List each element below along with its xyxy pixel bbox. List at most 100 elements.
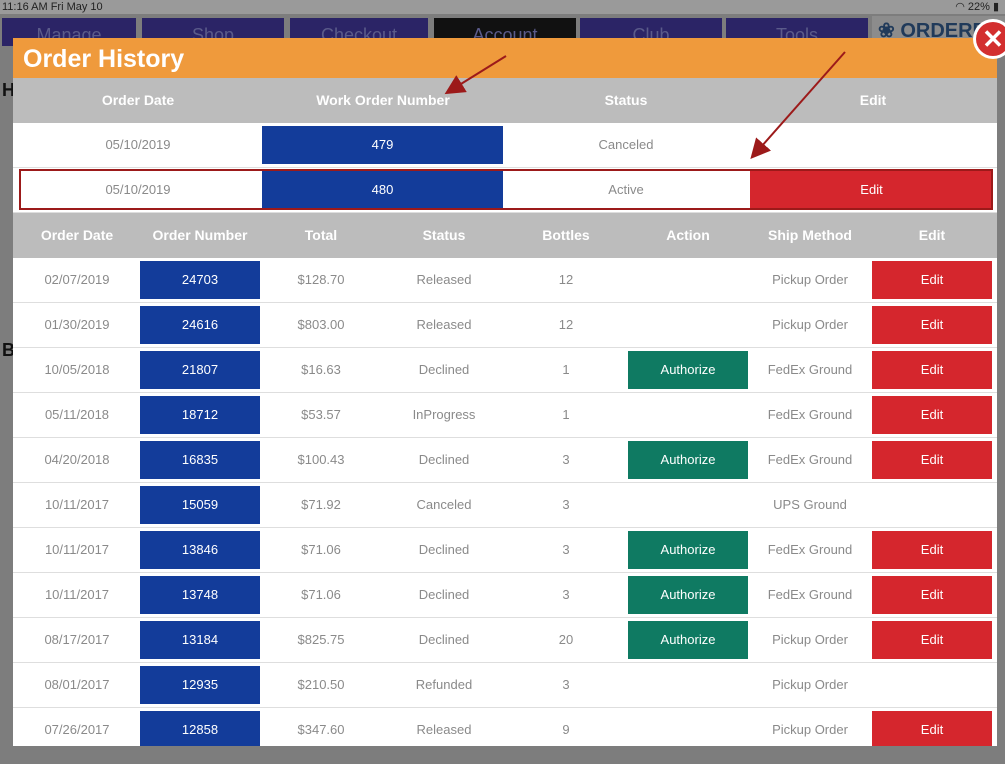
- order-bottles: 3: [562, 587, 570, 602]
- order-status: Canceled: [416, 497, 472, 512]
- background-heading-h: H: [2, 80, 15, 100]
- battery-icon: ▮: [992, 1, 999, 13]
- order-bottles: 3: [562, 542, 570, 557]
- col-order-date: Order Date: [40, 227, 114, 243]
- col-work-order-number: Work Order Number: [316, 92, 450, 108]
- order-row[interactable]: 07/26/2017 12858 $347.60 Released 9 Pickup Or…: [13, 708, 997, 746]
- work-order-number-button[interactable]: 480: [262, 171, 503, 209]
- work-order-edit-button[interactable]: Edit: [750, 171, 993, 209]
- order-row[interactable]: 10/11/2017 13846 $71.06 Declined 3 Authorize F…: [13, 528, 997, 573]
- order-number-button[interactable]: 13846: [140, 531, 260, 569]
- order-date: 10/05/2018: [44, 362, 110, 377]
- order-ship-method: FedEx Ground: [767, 407, 853, 422]
- order-ship-method: Pickup Order: [772, 317, 848, 332]
- col-ship-method: Ship Method: [768, 227, 852, 243]
- order-bottles: 20: [558, 632, 574, 647]
- col-order-date: Order Date: [101, 92, 175, 108]
- order-status: InProgress: [412, 407, 476, 422]
- order-total: $825.75: [297, 632, 345, 647]
- order-number-button[interactable]: 24703: [140, 261, 260, 299]
- order-number-button[interactable]: 13748: [140, 576, 260, 614]
- order-status: Released: [416, 317, 472, 332]
- order-status: Declined: [418, 587, 470, 602]
- authorize-button[interactable]: Authorize: [628, 531, 748, 569]
- authorize-button[interactable]: Authorize: [628, 441, 748, 479]
- background-heading-b: B: [2, 340, 15, 360]
- work-orders-header: Order Date Work Order Number Status Edit: [13, 78, 997, 123]
- work-order-date: 05/10/2019: [105, 182, 171, 197]
- order-number-button[interactable]: 18712: [140, 396, 260, 434]
- order-edit-button[interactable]: Edit: [872, 621, 992, 659]
- order-total: $71.06: [301, 542, 341, 557]
- order-date: 10/11/2017: [44, 587, 110, 602]
- order-status: Released: [416, 272, 472, 287]
- order-total: $71.92: [301, 497, 341, 512]
- order-edit-button[interactable]: Edit: [872, 441, 992, 479]
- order-total: $128.70: [297, 272, 345, 287]
- work-order-status: Canceled: [598, 137, 654, 152]
- order-number-button[interactable]: 12935: [140, 666, 260, 704]
- authorize-button[interactable]: Authorize: [628, 621, 748, 659]
- order-number-button[interactable]: 24616: [140, 306, 260, 344]
- order-edit-button[interactable]: Edit: [872, 531, 992, 569]
- order-row[interactable]: 02/07/2019 24703 $128.70 Released 12 Pickup O…: [13, 258, 997, 303]
- order-row[interactable]: 04/20/2018 16835 $100.43 Declined 3 Authorize…: [13, 438, 997, 483]
- order-row[interactable]: 10/11/2017 13748 $71.06 Declined 3 Authorize F…: [13, 573, 997, 618]
- order-row[interactable]: 05/11/2018 18712 $53.57 InProgress 1 FedEx Gr…: [13, 393, 997, 438]
- battery-percent: 22%: [967, 1, 990, 13]
- order-total: $16.63: [301, 362, 341, 377]
- order-edit-button[interactable]: Edit: [872, 396, 992, 434]
- order-number-button[interactable]: 13184: [140, 621, 260, 659]
- order-total: $53.57: [301, 407, 341, 422]
- order-date: 01/30/2019: [44, 317, 110, 332]
- col-edit: Edit: [859, 92, 887, 108]
- order-date: 10/11/2017: [44, 497, 110, 512]
- order-date: 04/20/2018: [44, 452, 110, 467]
- order-row[interactable]: 01/30/2019 24616 $803.00 Released 12 Pickup O…: [13, 303, 997, 348]
- order-ship-method: Pickup Order: [772, 677, 848, 692]
- order-edit-button[interactable]: Edit: [872, 711, 992, 746]
- order-bottles: 3: [562, 677, 570, 692]
- order-status: Declined: [418, 632, 470, 647]
- work-order-row[interactable]: 05/10/2019 479 Canceled: [13, 123, 997, 168]
- col-action: Action: [666, 227, 710, 243]
- order-status: Declined: [418, 542, 470, 557]
- order-bottles: 1: [562, 362, 570, 377]
- col-edit: Edit: [918, 227, 946, 243]
- order-status: Released: [416, 722, 472, 737]
- order-edit-button[interactable]: Edit: [872, 576, 992, 614]
- order-number-button[interactable]: 21807: [140, 351, 260, 389]
- authorize-button[interactable]: Authorize: [628, 576, 748, 614]
- order-edit-button[interactable]: Edit: [872, 306, 992, 344]
- order-total: $100.43: [297, 452, 345, 467]
- close-icon[interactable]: ✕: [976, 22, 1005, 56]
- order-total: $347.60: [297, 722, 345, 737]
- authorize-button[interactable]: Authorize: [628, 351, 748, 389]
- order-total: $210.50: [297, 677, 345, 692]
- col-order-number: Order Number: [152, 227, 248, 243]
- order-number-button[interactable]: 16835: [140, 441, 260, 479]
- order-row[interactable]: 08/17/2017 13184 $825.75 Declined 20 Authoriz…: [13, 618, 997, 663]
- modal-title: Order History: [23, 45, 185, 73]
- order-ship-method: Pickup Order: [772, 272, 848, 287]
- orders-header: Order Date Order Number Total Status Bot…: [13, 213, 997, 258]
- work-order-date: 05/10/2019: [105, 137, 171, 152]
- order-edit-button[interactable]: Edit: [872, 351, 992, 389]
- work-order-row[interactable]: 05/10/2019 480 Active Edit: [13, 168, 997, 213]
- order-bottles: 12: [558, 317, 574, 332]
- order-date: 10/11/2017: [44, 542, 110, 557]
- order-history-modal: Order History Order Date Work Order Numb…: [13, 38, 997, 746]
- order-ship-method: Pickup Order: [772, 632, 848, 647]
- order-bottles: 9: [562, 722, 570, 737]
- col-status: Status: [422, 227, 466, 243]
- order-ship-method: FedEx Ground: [767, 587, 853, 602]
- order-row[interactable]: 10/05/2018 21807 $16.63 Declined 1 Authorize F…: [13, 348, 997, 393]
- status-time: 11:16 AM Fri May 10: [2, 1, 103, 13]
- order-row[interactable]: 10/11/2017 15059 $71.92 Canceled 3 UPS Ground: [13, 483, 997, 528]
- order-row[interactable]: 08/01/2017 12935 $210.50 Refunded 3 Pickup Or…: [13, 663, 997, 708]
- order-edit-button[interactable]: Edit: [872, 261, 992, 299]
- work-order-number-button[interactable]: 479: [262, 126, 503, 164]
- order-number-button[interactable]: 15059: [140, 486, 260, 524]
- order-date: 08/01/2017: [44, 677, 110, 692]
- order-number-button[interactable]: 12858: [140, 711, 260, 746]
